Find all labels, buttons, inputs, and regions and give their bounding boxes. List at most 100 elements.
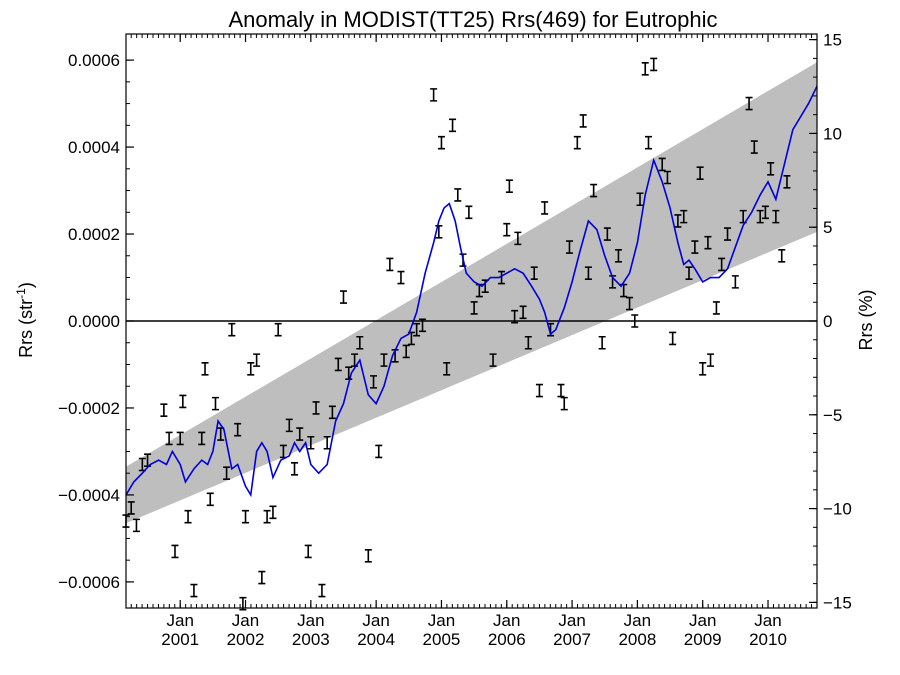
left-axis-label-base: Rrs (str — [16, 299, 36, 358]
data-point — [307, 435, 315, 450]
data-point — [579, 114, 587, 128]
data-point — [514, 231, 522, 246]
x-tick-month-label: Jan — [624, 611, 651, 630]
right-y-axis: 15 10 5 0 −5 −10 −15 — [809, 31, 852, 612]
data-point — [590, 183, 598, 198]
data-point — [328, 405, 336, 420]
data-point — [223, 466, 231, 480]
data-point — [584, 266, 592, 280]
data-point — [519, 305, 527, 320]
data-point — [397, 270, 405, 285]
smoothed-series-line — [125, 85, 818, 498]
data-point — [253, 353, 261, 367]
data-point — [296, 427, 304, 441]
data-point — [386, 257, 394, 272]
left-tick-label: 0.0004 — [68, 138, 120, 157]
data-point — [707, 353, 715, 367]
data-point — [680, 209, 688, 224]
data-point — [356, 335, 364, 350]
data-point — [511, 309, 519, 324]
left-axis-label-end: ) — [16, 282, 36, 288]
data-point — [470, 301, 478, 315]
data-point — [718, 257, 726, 272]
data-point — [339, 290, 347, 304]
data-point — [691, 240, 699, 254]
data-point — [201, 362, 209, 376]
left-tick-label: −0.0006 — [58, 573, 120, 592]
left-tick-label: 0.0006 — [68, 51, 120, 70]
data-point — [658, 157, 666, 172]
data-point — [443, 362, 451, 376]
data-point — [334, 357, 342, 372]
data-point — [318, 583, 326, 598]
data-point — [535, 383, 543, 398]
x-tick-year-label: 2007 — [553, 630, 591, 649]
data-point — [419, 318, 427, 333]
data-point — [565, 240, 573, 254]
left-tick-label: 0.0000 — [68, 312, 120, 331]
data-point — [291, 462, 299, 476]
x-tick-year-label: 2004 — [357, 630, 395, 649]
data-point — [778, 248, 786, 263]
data-point — [184, 509, 192, 524]
data-point — [430, 88, 438, 102]
data-points — [122, 57, 791, 611]
data-point — [234, 422, 242, 437]
data-point — [370, 375, 378, 389]
data-point — [641, 61, 649, 76]
x-tick-year-label: 2010 — [749, 630, 787, 649]
data-point — [364, 549, 372, 563]
data-point — [560, 396, 568, 411]
x-tick-year-label: 2002 — [227, 630, 265, 649]
data-point — [767, 162, 775, 176]
left-axis-label-superscript: -1 — [14, 288, 28, 299]
right-tick-label: 15 — [823, 31, 842, 50]
data-point — [696, 166, 704, 180]
data-point — [756, 209, 764, 224]
data-point — [274, 322, 282, 337]
plot-area — [122, 33, 818, 611]
left-tick-label: 0.0002 — [68, 225, 120, 244]
data-point — [704, 235, 712, 250]
data-point — [598, 335, 606, 350]
data-point — [745, 96, 753, 111]
data-point — [160, 403, 168, 417]
left-y-axis: 0.0006 0.0004 0.0002 0.0000 −0.0002 −0.0004 −0… — [58, 51, 134, 592]
data-point — [144, 453, 152, 467]
data-point — [380, 353, 388, 367]
data-point — [772, 209, 780, 224]
data-point — [503, 222, 511, 237]
data-point — [127, 501, 135, 515]
data-point — [669, 331, 677, 346]
data-point — [724, 227, 732, 241]
data-point — [699, 362, 707, 376]
x-tick-month-label: Jan — [166, 611, 193, 630]
data-point — [731, 275, 739, 289]
data-point — [132, 518, 140, 533]
x-tick-year-label: 2006 — [488, 630, 526, 649]
data-point — [165, 431, 173, 446]
data-point — [345, 366, 353, 380]
right-axis-label: Rrs (%) — [856, 290, 876, 351]
data-point — [176, 431, 184, 446]
data-point — [351, 353, 359, 367]
x-tick-month-label: Jan — [428, 611, 455, 630]
data-point — [312, 401, 320, 415]
data-point — [449, 118, 457, 133]
data-point — [206, 492, 214, 507]
data-point — [498, 270, 506, 285]
data-point — [783, 175, 791, 189]
data-point — [413, 322, 421, 337]
data-point — [674, 214, 682, 228]
x-tick-year-label: 2005 — [423, 630, 461, 649]
data-point — [750, 140, 758, 154]
data-point — [304, 544, 312, 559]
data-point — [505, 179, 513, 193]
data-point — [171, 544, 179, 559]
x-tick-month-label: Jan — [232, 611, 259, 630]
data-point — [211, 396, 219, 411]
data-point — [247, 362, 255, 376]
x-tick-year-label: 2003 — [292, 630, 330, 649]
data-point — [242, 509, 250, 524]
data-point — [541, 201, 549, 215]
